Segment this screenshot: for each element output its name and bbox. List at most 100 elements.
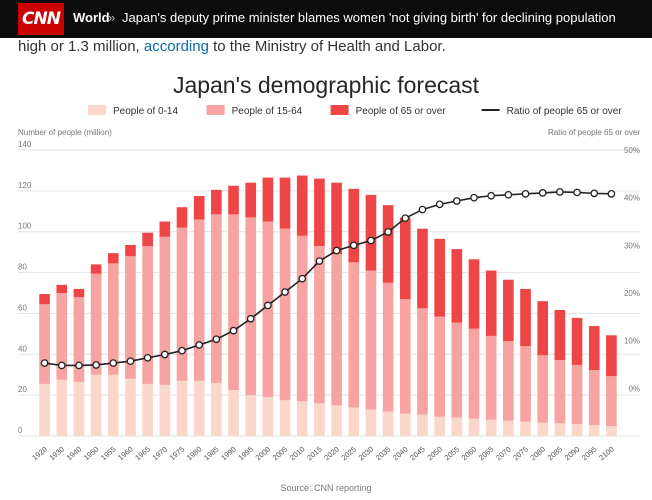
bar-65-over-1920 [39, 294, 50, 305]
bar-65-over-2060 [468, 259, 480, 329]
x-tick-label: 2090 [563, 445, 582, 463]
legend-label-3: Ratio of people 65 or over [507, 106, 623, 117]
bar-65-over-1975 [176, 207, 188, 228]
x-tick-label: 2045 [408, 445, 427, 463]
bar-65-over-2075 [520, 288, 531, 347]
x-tick-label: 2040 [391, 445, 410, 463]
bar-15-64-1975 [176, 227, 188, 381]
bar-65-over-1965 [142, 232, 153, 247]
bar-0-14-1970 [159, 384, 171, 436]
bar-15-64-1920 [39, 304, 50, 384]
bar-15-64-2065 [485, 335, 497, 420]
bar-65-over-2045 [417, 228, 428, 309]
x-tick-label: 2030 [357, 445, 376, 463]
bar-65-over-1985 [211, 189, 222, 215]
bar-15-64-2015 [314, 246, 325, 404]
bar-65-over-2050 [434, 238, 445, 317]
bar-0-14-2020 [331, 405, 342, 436]
y-axis-title-left: Number of people (million) [18, 128, 112, 137]
bar-0-14-1995 [245, 395, 257, 436]
bar-0-14-2045 [417, 414, 428, 436]
bar-15-64-1960 [125, 256, 136, 379]
ratio-point-1970 [160, 350, 169, 359]
section-link-world[interactable]: World [73, 10, 110, 25]
bar-15-64-1955 [107, 263, 119, 375]
bar-15-64-2025 [348, 262, 360, 408]
ratio-point-2035 [384, 228, 392, 236]
x-tick-label: 2015 [305, 445, 324, 463]
bar-0-14-1975 [176, 380, 188, 436]
bar-0-14-1985 [211, 382, 222, 436]
x-tick-label: 2075 [511, 445, 530, 463]
logo-text: CNN [22, 9, 61, 29]
bar-0-14-2100 [606, 426, 617, 436]
y-tick-label: 120 [18, 181, 32, 190]
ratio-point-2025 [349, 241, 358, 250]
x-tick-label: 2085 [546, 445, 565, 463]
bar-0-14-2070 [503, 420, 514, 436]
article-headline[interactable]: Japan's deputy prime minister blames wom… [122, 10, 616, 25]
bar-65-over-2005 [279, 177, 291, 229]
ratio-point-1990 [229, 326, 238, 335]
y2-tick-label: 20% [624, 289, 640, 298]
ratio-point-2080 [538, 189, 547, 197]
bar-15-64-1995 [245, 217, 257, 396]
breadcrumb-separator: » [108, 10, 116, 25]
bar-65-over-1950 [90, 264, 102, 274]
ratio-point-1995 [246, 314, 255, 323]
y2-tick-label: 40% [624, 194, 640, 203]
bar-65-over-2020 [331, 182, 342, 255]
chart-svg: People of 0-14 People of 15-64 People of 6… [18, 105, 640, 463]
bar-65-over-1940 [73, 288, 85, 298]
y-tick-label: 20 [18, 385, 27, 394]
bar-0-14-2030 [365, 409, 377, 436]
x-tick-label: 2060 [460, 445, 479, 463]
bar-15-64-1965 [142, 246, 153, 384]
bar-65-over-2055 [451, 249, 463, 323]
y-tick-label: 140 [18, 140, 32, 149]
bar-15-64-1930 [56, 293, 68, 380]
x-tick-label: 2025 [339, 445, 358, 463]
x-tick-label: 1990 [219, 445, 238, 463]
x-tick-label: 2065 [477, 445, 496, 463]
x-tick-label: 1985 [202, 445, 221, 463]
according-link[interactable]: according [143, 38, 209, 55]
legend-label-2: People of 65 or over [356, 106, 447, 117]
y-tick-label: 0 [18, 426, 23, 435]
bar-0-14-2090 [571, 424, 583, 436]
top-bar: CNN World » Japan's deputy prime ministe… [0, 0, 652, 38]
bar-15-64-1940 [73, 297, 85, 382]
ratio-point-1930 [57, 361, 66, 370]
bar-15-64-2035 [382, 282, 394, 412]
x-tick-label: 1950 [82, 445, 101, 463]
x-tick-label: 1955 [99, 445, 118, 463]
x-tick-label: 1995 [236, 445, 255, 463]
y2-tick-label: 0% [628, 384, 640, 393]
bar-0-14-2035 [382, 411, 394, 436]
bar-0-14-1965 [142, 383, 153, 436]
bar-0-14-2080 [537, 422, 549, 436]
bar-0-14-2060 [468, 418, 480, 436]
x-tick-label: 2050 [425, 445, 444, 463]
bar-0-14-2085 [554, 423, 566, 436]
bar-15-64-2005 [279, 228, 291, 401]
x-tick-label: 2005 [271, 445, 290, 463]
bar-15-64-1980 [193, 219, 205, 381]
bar-0-14-2010 [296, 401, 308, 436]
bar-15-64-2045 [417, 308, 428, 415]
ratio-point-2005 [281, 288, 289, 296]
bar-15-64-2010 [296, 235, 308, 402]
bar-0-14-2095 [588, 425, 600, 436]
cnn-logo[interactable]: CNN [18, 3, 64, 35]
bar-15-64-2100 [606, 376, 617, 427]
bar-65-over-2100 [606, 335, 617, 377]
x-tick-label: 1980 [185, 445, 204, 463]
bar-15-64-2020 [331, 254, 342, 406]
ratio-point-1955 [109, 359, 118, 367]
bar-0-14-1940 [73, 381, 85, 436]
x-tick-label: 2100 [597, 445, 616, 463]
bar-15-64-2040 [399, 299, 411, 414]
bar-65-over-2065 [485, 270, 497, 336]
ratio-point-2000 [264, 301, 272, 310]
x-tick-label: 2020 [322, 445, 341, 463]
